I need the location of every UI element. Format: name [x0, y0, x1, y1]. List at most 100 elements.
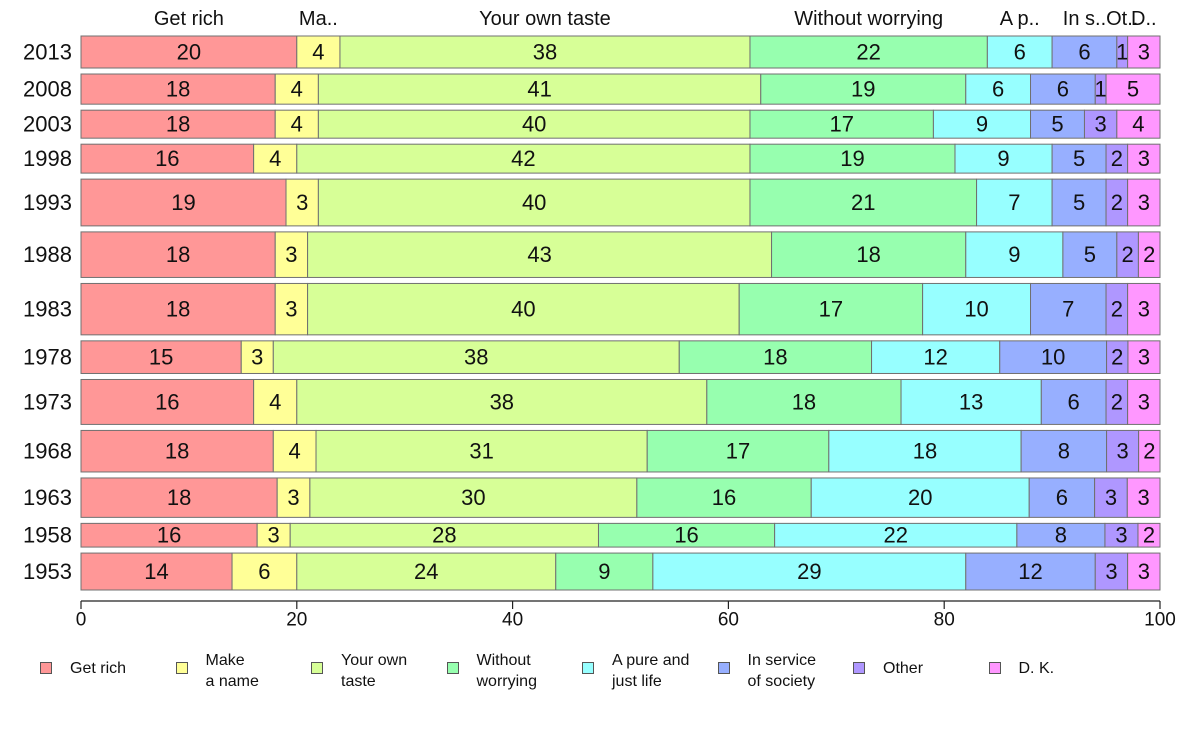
data-label-2013-7: 3 [1138, 40, 1150, 65]
bar-segment-1968-4 [828, 429, 1022, 473]
data-label-1988-2: 43 [527, 242, 551, 267]
bar-row-1988: 18 3 43 18 9 5 2 2 [80, 231, 1161, 278]
data-label-1963-1: 3 [287, 485, 299, 510]
legend-label-5: In service of society [747, 652, 816, 690]
bar-segment-2013-7 [1127, 35, 1161, 69]
x-tick-label-20: 20 [286, 610, 307, 631]
bar-segment-1978-5 [999, 340, 1108, 374]
data-label-2008-7: 5 [1127, 77, 1139, 102]
bar-segment-2008-0 [80, 73, 276, 105]
y-tick-label-1963: 1963 [23, 485, 72, 510]
bar-segment-2003-2 [317, 109, 751, 139]
bar-segment-1973-0 [80, 378, 255, 425]
x-axis: 0 20 40 60 80 100 [76, 600, 1176, 631]
y-tick-label-1968: 1968 [23, 439, 72, 464]
column-header-labels: Get rich Ma.. Your own taste Without worryi… [154, 8, 1157, 30]
data-label-1963-3: 16 [712, 485, 736, 510]
bar-row-2013: 20 4 38 22 6 6 1 3 [80, 35, 1161, 69]
bar-segment-2013-4 [986, 35, 1053, 69]
data-label-1968-4: 18 [913, 439, 937, 464]
bar-segment-1963-0 [80, 477, 278, 518]
legend-swatch-4 [582, 662, 594, 674]
bar-segment-1968-5 [1020, 429, 1108, 473]
bar-segment-1983-7 [1127, 282, 1161, 336]
data-label-1993-6: 2 [1111, 190, 1123, 215]
legend-label-7: D. K. [1018, 660, 1055, 677]
y-axis-labels: 2013 2008 2003 1998 1993 1988 1983 1978 1973 1968… [23, 40, 72, 585]
data-label-1998-2: 42 [511, 146, 535, 171]
bar-segment-1998-0 [80, 143, 255, 174]
bar-segment-1953-7 [1127, 552, 1161, 591]
data-label-1983-1: 3 [285, 297, 297, 322]
x-tick-label-80: 80 [934, 610, 955, 631]
bar-segment-2003-4 [932, 109, 1032, 139]
bars-area: 20 4 38 22 6 6 1 318 4 41 19 6 6 1 518 4 40 17 9 5 3 416 4 42 19… [80, 35, 1161, 591]
legend-swatch-6 [853, 662, 865, 674]
data-label-1983-3: 17 [819, 297, 843, 322]
data-label-1978-0: 15 [149, 345, 173, 370]
bar-segment-2008-1 [274, 73, 319, 105]
bar-segment-1998-3 [749, 143, 956, 174]
y-tick-label-2003: 2003 [23, 112, 72, 137]
bar-row-1998: 16 4 42 19 9 5 2 3 [80, 143, 1161, 174]
bar-segment-1998-1 [253, 143, 298, 174]
bar-segment-2013-5 [1051, 35, 1118, 69]
bar-segment-1993-1 [285, 178, 319, 227]
bar-segment-1963-2 [309, 477, 638, 518]
legend-label-2: Your own taste [341, 652, 408, 690]
data-label-1963-5: 6 [1056, 485, 1068, 510]
bar-segment-1978-7 [1127, 340, 1161, 374]
bar-segment-1993-3 [749, 178, 978, 227]
y-tick-label-2013: 2013 [23, 40, 72, 65]
data-label-1988-7: 2 [1143, 242, 1155, 267]
bar-segment-1988-3 [771, 231, 967, 278]
data-label-2008-6: 1 [1095, 77, 1107, 102]
bar-segment-2003-6 [1083, 109, 1118, 139]
y-tick-label-1983: 1983 [23, 297, 72, 322]
data-label-1993-1: 3 [296, 190, 308, 215]
data-label-2013-5: 6 [1078, 40, 1090, 65]
data-label-2013-4: 6 [1014, 40, 1026, 65]
bar-segment-1998-7 [1127, 143, 1161, 174]
data-label-2003-2: 40 [522, 112, 546, 137]
data-label-1988-1: 3 [285, 242, 297, 267]
bar-segment-1968-7 [1138, 429, 1161, 473]
bar-row-1958: 16 3 28 16 22 8 3 2 [80, 523, 1161, 548]
data-label-1958-1: 3 [268, 523, 280, 548]
bar-segment-2003-3 [749, 109, 934, 139]
data-label-1958-3: 16 [674, 523, 698, 548]
legend-label-1: Make a name [205, 652, 259, 690]
data-label-1973-2: 38 [490, 389, 514, 414]
bar-segment-1978-0 [80, 340, 242, 374]
y-tick-label-1988: 1988 [23, 242, 72, 267]
data-label-1993-3: 21 [851, 190, 875, 215]
data-label-1998-5: 5 [1073, 146, 1085, 171]
bar-segment-1988-0 [80, 231, 276, 278]
data-label-1998-3: 19 [840, 146, 864, 171]
data-label-2003-1: 4 [291, 112, 303, 137]
data-label-1968-7: 2 [1143, 439, 1155, 464]
column-label-7: D.. [1131, 8, 1157, 30]
data-label-1983-6: 2 [1111, 297, 1123, 322]
data-label-1963-6: 3 [1105, 485, 1117, 510]
legend-swatch-3 [446, 662, 459, 674]
data-label-1988-0: 18 [166, 242, 190, 267]
data-label-2003-3: 17 [829, 112, 853, 137]
data-label-1978-4: 12 [923, 345, 947, 370]
data-label-1978-3: 18 [763, 345, 787, 370]
bar-segment-2003-7 [1116, 109, 1161, 139]
column-label-5: In s.. [1063, 8, 1106, 30]
bar-segment-1968-0 [80, 429, 274, 473]
bar-segment-1973-7 [1127, 378, 1161, 425]
legend-label-3: Without worrying [476, 652, 537, 690]
bar-segment-1988-5 [1062, 231, 1118, 278]
bar-segment-1993-5 [1051, 178, 1107, 227]
bar-segment-1983-3 [738, 282, 924, 336]
x-tick-label-100: 100 [1144, 610, 1176, 631]
data-label-1958-7: 2 [1143, 523, 1155, 548]
bar-segment-1978-3 [678, 340, 873, 374]
bar-row-1953: 14 6 24 9 29 12 3 3 [80, 552, 1161, 591]
bar-segment-2008-3 [760, 73, 967, 105]
bar-segment-1988-2 [307, 231, 773, 278]
bar-segment-1978-1 [240, 340, 274, 374]
